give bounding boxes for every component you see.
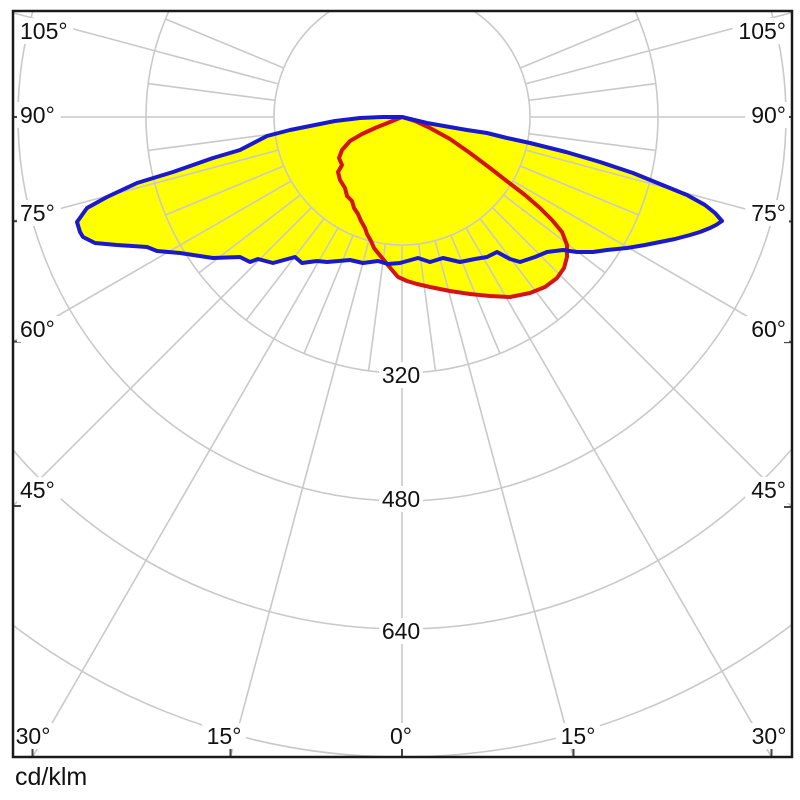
axis-label: 15° <box>207 723 242 749</box>
axis-label-bg <box>385 723 417 749</box>
grid-spoke-minor <box>519 165 639 216</box>
grid-spoke-minor <box>303 234 354 354</box>
grid-spoke-minor <box>503 194 606 274</box>
grid-spoke-minor <box>245 218 325 321</box>
grid-spoke-minor <box>165 18 285 69</box>
grid-spoke-major <box>465 227 773 757</box>
axis-label-bg <box>745 316 789 342</box>
axis-label: 45° <box>751 477 786 503</box>
axis-label: 0° <box>390 723 412 749</box>
grid-spoke-major <box>491 206 792 509</box>
grid-spoke-major <box>13 180 292 343</box>
axis-label: 105° <box>738 18 786 44</box>
grid-spoke-major <box>31 227 339 757</box>
axis-label-bg <box>732 18 789 44</box>
axis-label-bg <box>17 200 61 226</box>
axis-label-bg <box>745 102 789 128</box>
axis-label-bg <box>17 316 61 342</box>
axis-label-bg <box>556 723 600 749</box>
axis-label-bg <box>202 723 246 749</box>
grid-spoke-minor <box>367 243 387 371</box>
grid-spoke-minor <box>479 218 559 321</box>
axis-label-bg <box>17 477 61 503</box>
yellow-fill-region <box>77 117 722 297</box>
grid-spoke-major <box>229 240 370 757</box>
grid-spoke-minor <box>528 82 656 102</box>
axis-label: 60° <box>751 316 786 342</box>
chart-frame <box>11 9 794 759</box>
grid-spoke-minor <box>417 243 437 371</box>
axis-label-bg <box>17 18 74 44</box>
blue-curve <box>75 115 724 266</box>
unit-label: cd/klm <box>15 763 88 791</box>
axis-label-bg <box>379 618 423 644</box>
axis-label-bg <box>11 723 55 749</box>
grid-spoke-minor <box>165 165 285 216</box>
axis-label: 30° <box>752 723 787 749</box>
axis-label-bg <box>745 200 789 226</box>
axis-label-bg <box>379 362 423 388</box>
grid-spoke-minor <box>519 18 639 69</box>
grid-spoke-major <box>525 11 792 85</box>
axis-label: 45° <box>20 477 55 503</box>
grid-spoke-major <box>13 11 279 85</box>
grid-spoke-major <box>434 240 575 757</box>
axis-label: 60° <box>20 316 55 342</box>
grid-circle <box>13 447 792 630</box>
axis-label: 90° <box>751 102 786 128</box>
grid-spoke-minor <box>148 132 276 152</box>
grid-spoke-minor <box>148 82 276 102</box>
axis-label: 30° <box>16 723 51 749</box>
axis-label: 75° <box>751 200 786 226</box>
axis-label: 320 <box>382 362 420 388</box>
axis-label: 480 <box>382 486 420 512</box>
axis-label-bg <box>379 486 423 512</box>
grid-spoke-minor <box>528 132 656 152</box>
axis-label: 75° <box>20 200 55 226</box>
axis-labels: 105° 90° 75° 60° 45° 105° 90° 75° 60° 45° 30° 15° 0°… <box>11 18 791 749</box>
axis-label: 15° <box>561 723 596 749</box>
red-curve <box>336 115 569 299</box>
axis-label-bg <box>745 477 789 503</box>
blue-curve-fill <box>77 117 722 264</box>
axis-label: 90° <box>20 102 55 128</box>
axis-label-bg <box>747 723 791 749</box>
intensity-curves <box>75 115 724 299</box>
grid-spoke-major <box>512 180 792 344</box>
axis-label: 105° <box>20 18 68 44</box>
axis-label-bg <box>17 102 61 128</box>
axis-label: 640 <box>382 618 420 644</box>
grid-spoke-major <box>13 206 313 508</box>
